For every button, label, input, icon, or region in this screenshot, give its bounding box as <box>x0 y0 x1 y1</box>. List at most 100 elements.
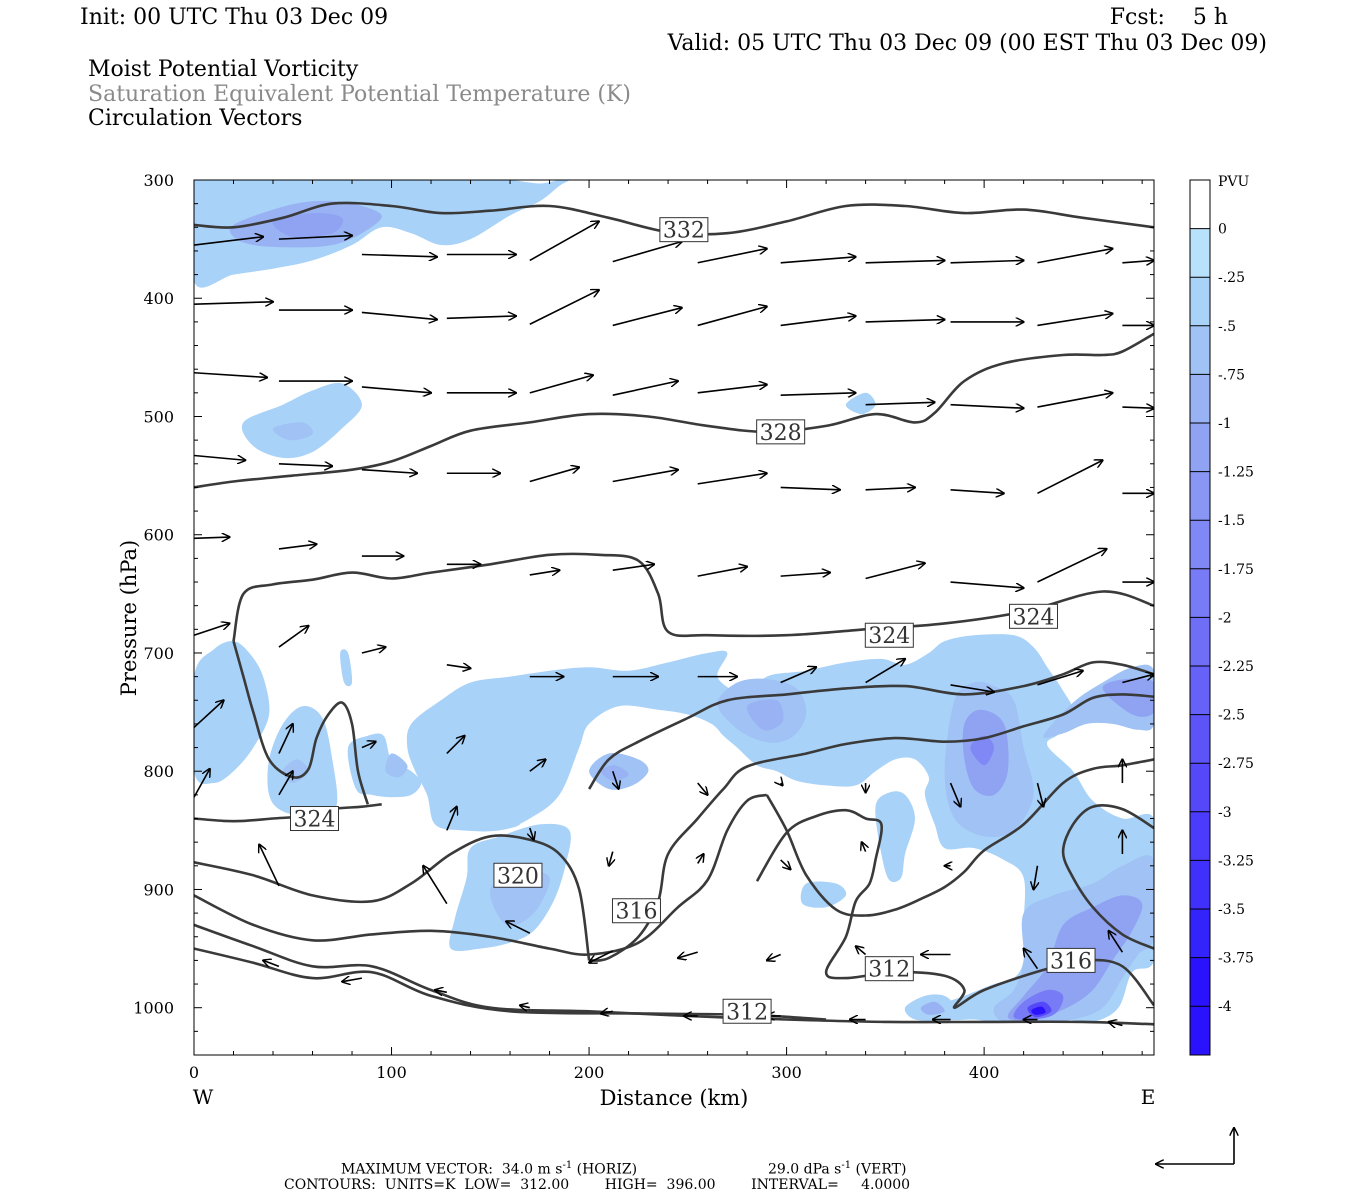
svg-text:320: 320 <box>497 864 539 889</box>
colorbar-label: 0 <box>1218 222 1227 238</box>
x-tick-label: 200 <box>574 1063 605 1082</box>
circulation-vector <box>865 563 925 580</box>
max-vector-horiz: MAXIMUM VECTOR: 34.0 m s-1 (HORIZ) <box>341 1160 638 1178</box>
pv-shading-layer <box>194 180 1154 1024</box>
reference-vector-icon <box>1156 1128 1234 1164</box>
circulation-vector <box>194 700 224 729</box>
colorbar-label: -1.75 <box>1218 562 1254 578</box>
y-tick-label: 500 <box>143 407 174 426</box>
circulation-vector <box>278 544 317 550</box>
colorbar-swatch <box>1190 520 1210 569</box>
contour-label: 316 <box>1046 947 1096 974</box>
colorbar-swatch <box>1190 325 1210 375</box>
circulation-vector <box>950 405 1024 409</box>
pv-shaded-region <box>194 641 270 784</box>
y-axis-label: Pressure (hPa) <box>117 540 141 696</box>
pv-shaded-region <box>920 1001 945 1015</box>
svg-text:324: 324 <box>1013 605 1055 630</box>
circulation-vector <box>949 782 961 807</box>
circulation-vector <box>194 371 267 378</box>
circulation-vector <box>446 316 516 318</box>
pv-shaded-region <box>340 649 353 687</box>
theta-es-contour <box>194 947 827 1021</box>
valid-time-label: Valid: 05 UTC Thu 03 Dec 09 (00 EST Thu … <box>667 31 1267 56</box>
colorbar-label: -2.75 <box>1218 756 1254 772</box>
contour-info: CONTOURS: UNITS=K LOW= 312.00 HIGH= 396.… <box>284 1177 911 1193</box>
circulation-vector <box>950 684 994 692</box>
svg-text:316: 316 <box>615 900 657 925</box>
circulation-vectors-layer <box>194 221 1154 1025</box>
colorbar-swatch <box>1190 423 1210 472</box>
pv-shaded-region <box>1102 678 1154 717</box>
circulation-vector <box>612 381 678 396</box>
colorbar-label: -2.25 <box>1218 659 1254 675</box>
circulation-vector <box>950 260 1024 262</box>
colorbar-swatch <box>1190 763 1210 812</box>
colorbar-label: -1.5 <box>1218 513 1245 529</box>
theta-es-contour <box>194 332 1154 489</box>
colorbar-label: -.75 <box>1218 367 1245 383</box>
theta-es-contours-layer <box>194 201 1154 1026</box>
circulation-vector <box>950 581 1024 588</box>
y-tick-label: 900 <box>143 880 174 899</box>
circulation-vector <box>678 951 698 958</box>
pv-shaded-region <box>241 382 362 459</box>
x-tick-label: 400 <box>969 1063 1000 1082</box>
axes-layer: 0 100 200 300 400 300 400 500 600 700 800 900 1000 <box>133 171 1154 1082</box>
contour-label: 324 <box>289 806 339 833</box>
pv-shaded-region <box>1031 1006 1046 1015</box>
circulation-vector <box>259 845 280 887</box>
circulation-vector <box>194 623 230 636</box>
colorbar-swatch <box>1190 568 1210 618</box>
y-tick-label: 300 <box>143 171 174 190</box>
pv-shaded-region <box>600 765 629 781</box>
pv-shaded-region <box>385 753 408 778</box>
circulation-vector <box>423 866 448 905</box>
colorbar-title: PVU <box>1218 174 1250 190</box>
colorbar-label: -3.5 <box>1218 902 1245 918</box>
y-tick-label: 400 <box>143 289 174 308</box>
svg-text:328: 328 <box>760 421 802 446</box>
circulation-vector <box>529 570 560 575</box>
colorbar-swatch <box>1190 277 1210 326</box>
circulation-vector <box>529 290 599 325</box>
colorbar-label: -3.75 <box>1218 951 1254 967</box>
contour-label: 316 <box>611 898 661 925</box>
theta-es-contour <box>232 552 1154 642</box>
pv-shaded-region <box>970 735 994 766</box>
circulation-vector <box>446 665 471 669</box>
circulation-vector <box>435 990 447 992</box>
theta-es-contour <box>588 660 1154 790</box>
y-tick-label: 700 <box>143 644 174 663</box>
circulation-vector <box>361 470 417 474</box>
pv-colorbar: PVU 0 -.25 -.5 -.75 -1 -1.25 -1.5 -1.75 -2 -2.25 -2… <box>1189 174 1254 1056</box>
circulation-vector <box>697 567 747 577</box>
theta-es-contour <box>232 640 370 805</box>
circulation-vector <box>278 724 293 754</box>
circulation-vector <box>780 393 856 395</box>
contour-label: 328 <box>756 419 806 446</box>
max-vector-vert: 29.0 dPa s-1 (VERT) <box>768 1160 907 1178</box>
title-field-1: Moist Potential Vorticity <box>88 57 359 82</box>
contour-label: 320 <box>493 862 543 889</box>
circulation-vector <box>361 742 376 748</box>
circulation-vector <box>697 782 708 795</box>
x-tick-label: 300 <box>771 1063 802 1082</box>
theta-es-contour <box>194 834 591 961</box>
contour-label: 324 <box>864 622 914 649</box>
circulation-vector <box>529 759 546 772</box>
circulation-vector <box>278 771 293 796</box>
forecast-hour-label: Fcst: 5 h <box>1109 5 1228 30</box>
circulation-vector <box>194 302 273 304</box>
svg-text:316: 316 <box>1050 949 1092 974</box>
colorbar-swatch <box>1190 860 1210 909</box>
circulation-vector <box>781 783 783 785</box>
pv-shaded-region <box>267 706 338 817</box>
colorbar-label: -2.5 <box>1218 708 1245 724</box>
pv-shaded-region <box>272 422 314 441</box>
circulation-vector <box>697 473 767 485</box>
theta-es-contour <box>1061 804 1154 950</box>
circulation-vector <box>609 851 613 866</box>
y-tick-label: 600 <box>143 526 174 545</box>
